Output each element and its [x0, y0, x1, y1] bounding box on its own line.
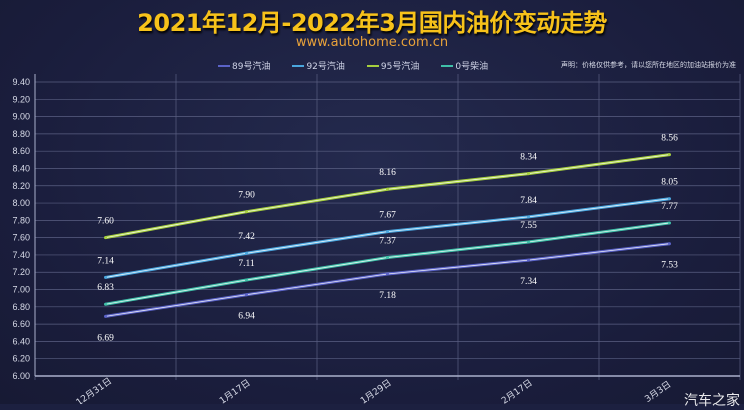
data-label: 7.67: [379, 211, 396, 221]
data-point: [104, 275, 107, 279]
data-label: 7.37: [379, 237, 396, 247]
data-label: 7.84: [520, 196, 537, 206]
legend: 89号汽油 92号汽油 95号汽油 0号柴油: [218, 59, 488, 72]
data-point: [386, 230, 389, 234]
series-line: [105, 153, 670, 240]
y-tick-label: 8.80: [12, 129, 30, 139]
legend-label: 95号汽油: [380, 62, 420, 72]
data-label: 7.11: [238, 259, 255, 269]
legend-item[interactable]: 92号汽油: [292, 59, 345, 72]
y-tick-label: 8.00: [12, 198, 30, 208]
y-tick-label: 7.60: [12, 233, 30, 243]
data-point: [245, 251, 248, 255]
disclaimer: 声明：价格仅供参考，请以您所在地区的加油站报价为准: [561, 61, 736, 69]
data-point: [527, 215, 530, 219]
legend-item[interactable]: 89号汽油: [218, 59, 270, 72]
data-point: [245, 278, 248, 282]
data-label: 7.53: [661, 261, 678, 271]
data-label: 7.14: [97, 256, 114, 266]
y-tick-label: 8.40: [12, 163, 30, 173]
data-point: [668, 242, 671, 246]
chart-title: 2021年12月-2022年3月国内油价变动走势: [137, 9, 607, 37]
legend-item[interactable]: 95号汽油: [366, 59, 420, 72]
y-tick-label: 9.00: [12, 112, 30, 122]
legend-swatch: [366, 64, 379, 67]
data-label: 6.94: [238, 312, 255, 322]
y-tick-label: 8.20: [12, 181, 30, 191]
y-tick-label: 9.20: [12, 94, 30, 104]
y-tick-label: 6.40: [12, 336, 30, 346]
data-point: [527, 172, 530, 176]
data-point: [104, 302, 107, 306]
x-tick-label: 2月17日: [499, 377, 534, 404]
data-label: 7.90: [238, 191, 255, 201]
legend-swatch: [292, 64, 305, 67]
y-tick-label: 7.80: [12, 215, 30, 225]
data-point: [104, 314, 107, 318]
data-label: 8.34: [520, 153, 537, 163]
data-point: [527, 240, 530, 244]
y-tick-label: 7.00: [12, 285, 30, 295]
data-label: 6.83: [97, 283, 114, 293]
data-point: [104, 236, 107, 240]
data-point: [668, 197, 671, 201]
data-label: 7.55: [520, 221, 537, 231]
y-tick-label: 6.80: [12, 302, 30, 312]
data-label: 8.05: [661, 178, 678, 188]
y-tick-label: 7.40: [12, 250, 30, 260]
x-tick-label: 3月3日: [643, 379, 673, 404]
data-point: [386, 187, 389, 191]
data-point: [668, 221, 671, 225]
data-point: [386, 256, 389, 260]
data-label: 8.16: [379, 168, 396, 178]
legend-swatch: [218, 64, 230, 67]
data-label: 7.77: [661, 202, 678, 212]
data-point: [245, 293, 248, 297]
y-tick-label: 8.60: [12, 146, 30, 156]
data-point: [386, 272, 389, 276]
y-tick-label: 9.40: [12, 77, 30, 87]
legend-swatch: [441, 64, 454, 67]
y-tick-label: 7.20: [12, 267, 30, 277]
data-point: [668, 153, 671, 157]
x-tick-label: 1月17日: [217, 377, 252, 404]
y-tick-label: 6.60: [12, 319, 30, 329]
x-tick-label: 1月29日: [358, 377, 393, 404]
y-tick-label: 6.20: [12, 354, 30, 364]
source-url: www.autohome.com.cn: [295, 35, 449, 50]
data-label: 6.69: [97, 333, 114, 343]
legend-label: 92号汽油: [306, 62, 345, 72]
data-label: 7.42: [238, 232, 255, 242]
data-label: 7.18: [379, 291, 396, 301]
data-point: [527, 258, 530, 262]
legend-item[interactable]: 0号柴油: [441, 59, 488, 72]
legend-label: 89号汽油: [232, 62, 271, 72]
x-tick-label: 12月31日: [74, 376, 114, 404]
y-tick-label: 6.00: [12, 371, 30, 381]
data-label: 7.60: [97, 217, 114, 227]
data-label: 8.56: [661, 134, 678, 144]
data-label: 7.34: [520, 277, 537, 287]
data-point: [245, 210, 248, 214]
legend-label: 0号柴油: [455, 62, 489, 72]
